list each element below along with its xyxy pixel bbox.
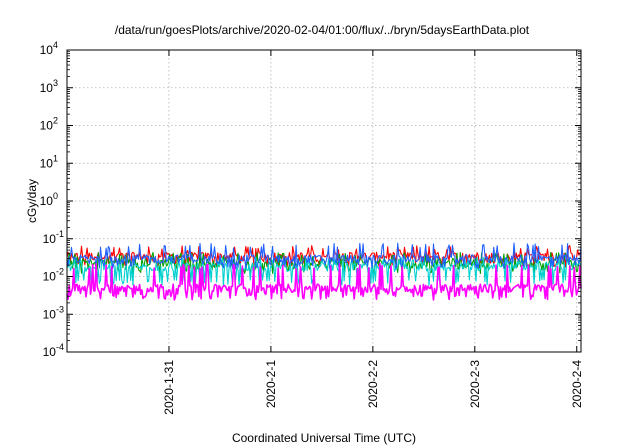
y-axis-label: cGy/day xyxy=(25,179,39,223)
x-tick-label: 2020-2-1 xyxy=(264,360,278,408)
y-tick-label: 103 xyxy=(40,78,58,95)
series-line xyxy=(66,242,582,270)
series-line xyxy=(66,262,582,301)
axis-ticks: 10-4 10-3 10-2 10-1 100 101 102 103 104 2020-1-31… xyxy=(40,40,584,415)
x-tick-label: 2020-2-4 xyxy=(570,360,584,408)
x-tick-label: 2020-1-31 xyxy=(162,360,176,415)
y-tick-label: 10-3 xyxy=(43,304,64,321)
y-tick-label: 10-1 xyxy=(43,229,64,246)
chart-title: /data/run/goesPlots/archive/2020-02-04/0… xyxy=(115,23,530,37)
y-tick-label: 10-4 xyxy=(43,342,64,359)
x-tick-label: 2020-2-3 xyxy=(468,360,482,408)
y-tick-label: 10-2 xyxy=(43,267,64,284)
y-tick-label: 100 xyxy=(40,191,58,208)
x-axis-label: Coordinated Universal Time (UTC) xyxy=(232,431,416,445)
y-tick-label: 101 xyxy=(40,153,58,170)
grid xyxy=(67,50,581,352)
y-tick-label: 102 xyxy=(40,116,58,133)
y-tick-label: 104 xyxy=(40,40,58,57)
series-layer xyxy=(66,242,582,301)
x-tick-label: 2020-2-2 xyxy=(366,360,380,408)
